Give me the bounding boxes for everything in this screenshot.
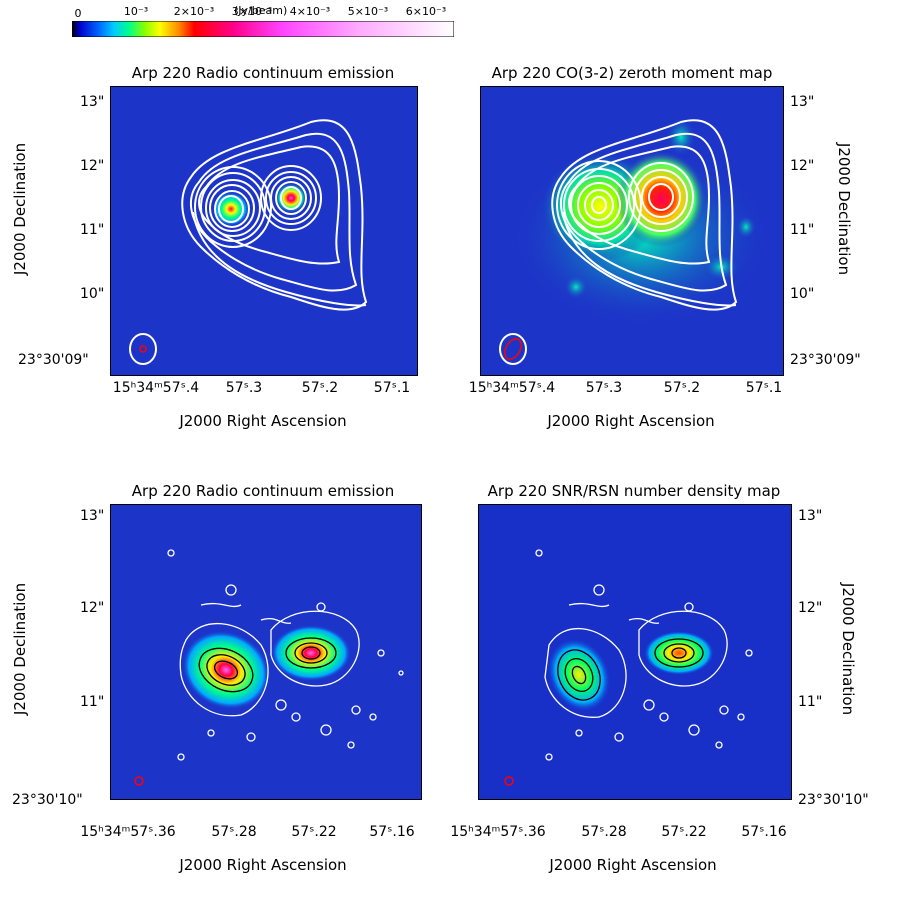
co-moment-image xyxy=(480,86,784,376)
colorbar-tick: 4×10⁻³ xyxy=(289,5,331,18)
y-tick: 23°30'09" xyxy=(18,352,89,368)
colorbar-tick: 2×10⁻³ xyxy=(173,5,215,18)
colorbar-tick: 10⁻³ xyxy=(123,5,149,18)
y-tick: 11" xyxy=(80,222,105,238)
snr-density-image xyxy=(478,504,792,800)
x-tick: 57ˢ.2 xyxy=(663,380,701,396)
y-tick: 10" xyxy=(790,286,815,302)
y-tick: 11" xyxy=(80,694,105,710)
y-tick: 12" xyxy=(790,158,815,174)
x-tick: 15ʰ34ᵐ57ˢ.4 xyxy=(112,380,200,396)
y-axis-label: J2000 Declination xyxy=(835,142,854,276)
x-tick: 15ʰ34ᵐ57ˢ.36 xyxy=(450,824,546,840)
y-tick: 23°30'10" xyxy=(12,792,83,808)
panel-title: Arp 220 Radio continuum emission xyxy=(131,64,395,82)
y-tick: 13" xyxy=(790,94,815,110)
colorbar-tick: 3×10⁻³ xyxy=(231,5,273,18)
x-tick: 15ʰ34ᵐ57ˢ.4 xyxy=(468,380,556,396)
x-tick: 57ˢ.16 xyxy=(741,824,787,840)
beam-ellipse-inner xyxy=(139,345,147,353)
x-tick: 57ˢ.1 xyxy=(373,380,411,396)
contours xyxy=(181,119,368,311)
panel-title: Arp 220 CO(3-2) zeroth moment map xyxy=(491,64,773,82)
colorbar-tick: 5×10⁻³ xyxy=(347,5,389,18)
radio-continuum-image xyxy=(110,86,418,376)
y-tick: 10" xyxy=(80,286,105,302)
colorbar-gradient xyxy=(72,21,454,37)
beam-ellipse xyxy=(499,333,527,365)
y-tick: 13" xyxy=(798,508,823,524)
x-axis-label: J2000 Right Ascension xyxy=(179,412,347,430)
x-axis-label: J2000 Right Ascension xyxy=(547,412,715,430)
x-axis-label: J2000 Right Ascension xyxy=(549,856,717,874)
panel-title: Arp 220 Radio continuum emission xyxy=(131,482,395,500)
panel-title: Arp 220 SNR/RSN number density map xyxy=(487,482,781,500)
x-tick: 57ˢ.22 xyxy=(661,824,707,840)
beam-ellipse-inner xyxy=(504,338,522,360)
x-tick: 15ʰ34ᵐ57ˢ.36 xyxy=(80,824,176,840)
y-tick: 11" xyxy=(790,222,815,238)
y-axis-label: J2000 Declination xyxy=(839,582,858,716)
x-tick: 57ˢ.3 xyxy=(225,380,263,396)
colorbar xyxy=(72,21,454,37)
y-tick: 11" xyxy=(798,694,823,710)
y-axis-label: J2000 Declination xyxy=(11,582,30,716)
x-axis-label: J2000 Right Ascension xyxy=(179,856,347,874)
contours xyxy=(551,119,738,311)
colorbar-tick: 0 xyxy=(74,7,82,20)
y-tick: 12" xyxy=(80,600,105,616)
x-tick: 57ˢ.1 xyxy=(745,380,783,396)
x-tick: 57ˢ.16 xyxy=(369,824,415,840)
x-tick: 57ˢ.28 xyxy=(581,824,627,840)
x-tick: 57ˢ.3 xyxy=(585,380,623,396)
y-axis-label: J2000 Declination xyxy=(11,142,30,276)
x-tick: 57ˢ.22 xyxy=(291,824,337,840)
colorbar-unit: (Jy/beam) xyxy=(234,4,288,17)
contours xyxy=(535,549,753,761)
y-tick: 23°30'10" xyxy=(798,792,869,808)
x-tick: 57ˢ.28 xyxy=(211,824,257,840)
beam-ellipse xyxy=(129,333,157,365)
beam-ellipse xyxy=(504,776,514,786)
y-tick: 12" xyxy=(80,158,105,174)
radio-continuum-zoom-image xyxy=(110,504,422,800)
y-tick: 23°30'09" xyxy=(790,352,861,368)
y-tick: 12" xyxy=(798,600,823,616)
contours xyxy=(167,549,404,761)
colorbar-tick: 6×10⁻³ xyxy=(405,5,447,18)
y-tick: 13" xyxy=(80,94,105,110)
beam-ellipse xyxy=(134,776,144,786)
x-tick: 57ˢ.2 xyxy=(301,380,339,396)
y-tick: 13" xyxy=(80,508,105,524)
